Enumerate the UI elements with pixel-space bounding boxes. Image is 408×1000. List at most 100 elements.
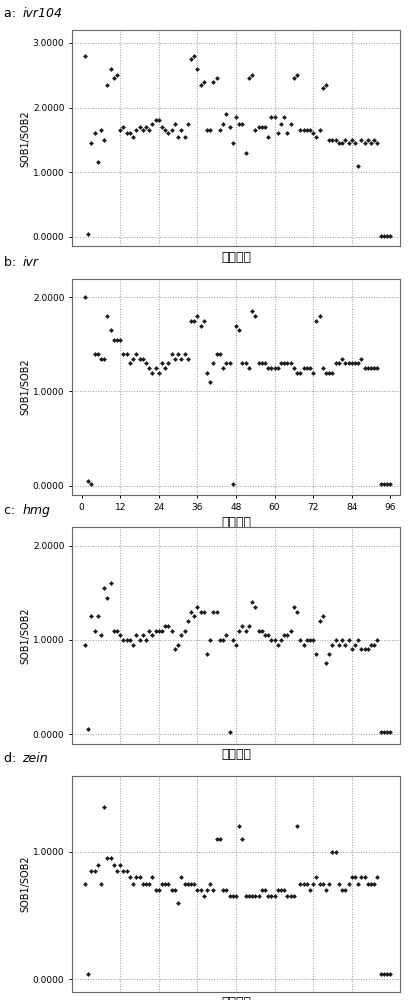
Point [239, 831, 246, 847]
Point [194, 882, 201, 898]
Point [339, 882, 346, 898]
Point [233, 637, 239, 653]
Point [111, 623, 117, 639]
Point [133, 122, 140, 138]
Point [149, 365, 156, 381]
Point [239, 116, 246, 132]
Point [165, 618, 172, 634]
Point [91, 346, 98, 362]
Point [126, 632, 133, 648]
Point [117, 122, 124, 138]
Point [95, 346, 101, 362]
Point [123, 863, 130, 879]
Point [287, 116, 294, 132]
Point [133, 627, 140, 643]
Point [217, 632, 223, 648]
Point [249, 888, 255, 904]
Point [246, 618, 252, 634]
Point [246, 360, 252, 376]
Point [194, 61, 201, 77]
Point [213, 604, 220, 620]
Point [236, 818, 242, 834]
Point [169, 346, 175, 362]
Point [143, 632, 149, 648]
Point [191, 48, 197, 64]
Point [313, 869, 319, 885]
Point [371, 637, 377, 653]
Point [95, 154, 101, 170]
Point [188, 313, 194, 329]
Point [262, 355, 268, 371]
Point [294, 67, 300, 83]
Point [169, 122, 175, 138]
Point [381, 724, 387, 740]
Point [242, 888, 249, 904]
Point [239, 618, 246, 634]
Point [236, 116, 242, 132]
Point [271, 632, 278, 648]
Point [149, 627, 156, 643]
Point [316, 122, 323, 138]
Point [140, 627, 146, 643]
Point [220, 360, 226, 376]
Point [271, 109, 278, 125]
Point [152, 623, 159, 639]
Point [310, 876, 317, 892]
Point [319, 360, 326, 376]
Point [329, 844, 336, 860]
Point [117, 332, 124, 348]
Point [345, 632, 352, 648]
Point [297, 122, 304, 138]
Point [374, 632, 381, 648]
Point [307, 122, 313, 138]
Point [85, 966, 91, 982]
Y-axis label: SOB1/SOB2: SOB1/SOB2 [20, 607, 30, 664]
Point [172, 882, 178, 898]
Point [120, 863, 127, 879]
Point [342, 132, 348, 148]
Point [319, 876, 326, 892]
Point [307, 882, 313, 898]
Point [201, 888, 207, 904]
Point [271, 888, 278, 904]
Point [249, 303, 255, 319]
Point [162, 618, 169, 634]
Point [342, 882, 348, 898]
Point [197, 318, 204, 334]
Point [323, 882, 329, 898]
Point [239, 355, 246, 371]
Point [201, 74, 207, 90]
Point [101, 799, 107, 815]
Point [242, 623, 249, 639]
Point [310, 365, 317, 381]
Point [252, 888, 259, 904]
Point [345, 135, 352, 151]
Point [339, 351, 346, 367]
Point [307, 360, 313, 376]
Point [387, 228, 394, 244]
Point [249, 67, 255, 83]
Point [162, 876, 169, 892]
Point [184, 876, 191, 892]
Point [220, 116, 226, 132]
Point [268, 360, 275, 376]
Point [149, 116, 156, 132]
Point [319, 80, 326, 96]
Point [368, 135, 374, 151]
Point [355, 876, 361, 892]
Point [194, 308, 201, 324]
Point [262, 627, 268, 643]
Point [255, 888, 262, 904]
Point [120, 632, 127, 648]
Point [278, 355, 284, 371]
Point [204, 882, 210, 898]
Point [149, 869, 156, 885]
Point [155, 365, 162, 381]
Point [230, 888, 236, 904]
Point [88, 863, 95, 879]
Point [304, 876, 310, 892]
Point [329, 132, 336, 148]
Point [336, 876, 342, 892]
Point [281, 882, 288, 898]
Point [265, 360, 271, 376]
